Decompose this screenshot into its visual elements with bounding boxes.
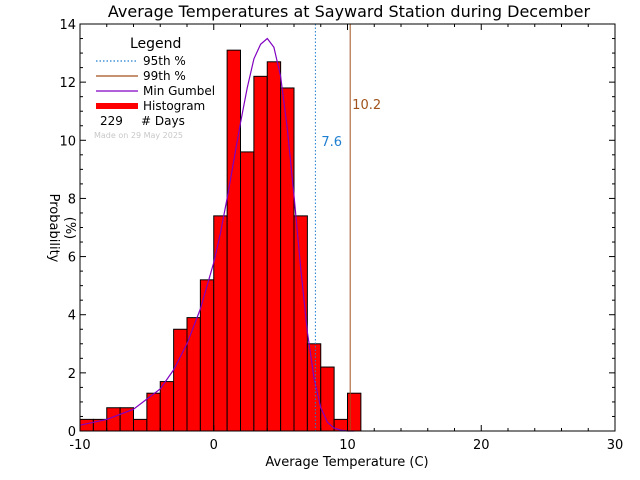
histogram-bar — [186, 317, 201, 432]
legend-label-gumbel: Min Gumbel — [143, 84, 215, 98]
chart-title: Average Temperatures at Sayward Station … — [108, 2, 591, 21]
y-tick-label: 6 — [68, 251, 76, 266]
histogram-bar — [106, 407, 121, 432]
legend-label-histogram: Histogram — [143, 99, 205, 113]
legend-label-99th: 99th % — [143, 69, 186, 83]
y-axis-label: Probability — [46, 194, 61, 263]
x-tick-label: -10 — [69, 438, 90, 453]
y-tick-label: 0 — [68, 425, 76, 440]
x-axis-label: Average Temperature (C) — [265, 455, 428, 470]
y-tick-label: 8 — [68, 192, 76, 207]
x-tick-label: 20 — [473, 438, 490, 453]
histogram-bar — [280, 87, 295, 432]
histogram-bar — [226, 49, 241, 432]
y-axis-unit: (%) — [62, 217, 77, 240]
percentile-lines — [314, 24, 351, 431]
legend: Legend 95th % 99th % Min Gumbel Histogra… — [96, 36, 215, 128]
legend-title: Legend — [130, 36, 181, 52]
x-tick-label: 10 — [339, 438, 356, 453]
histogram-bar — [146, 392, 161, 432]
histogram-bar — [306, 343, 322, 432]
legend-days-label: # Days — [141, 114, 185, 128]
legend-label-95th: 95th % — [143, 54, 186, 68]
y-tick-label: 4 — [68, 309, 76, 324]
histogram-bar — [240, 151, 255, 432]
y-tick-label: 10 — [59, 134, 76, 149]
p99-value-label: 10.2 — [352, 98, 381, 113]
x-axis-ticks: -10 0 10 20 30 — [69, 24, 623, 453]
histogram-bar — [347, 392, 362, 432]
y-tick-label: 2 — [68, 367, 76, 382]
watermark: Made on 29 May 2025 — [94, 131, 183, 140]
x-tick-label: 0 — [210, 438, 218, 453]
p95-value-label: 7.6 — [321, 135, 342, 150]
histogram-bar — [213, 215, 228, 432]
x-tick-label: 30 — [607, 438, 624, 453]
gumbel-curve — [79, 37, 355, 432]
histogram-bar — [159, 381, 175, 432]
histogram-bar — [266, 61, 282, 432]
y-tick-label: 12 — [59, 76, 76, 91]
y-tick-label: 14 — [59, 18, 76, 33]
legend-days-count: 229 — [100, 114, 123, 128]
histogram-bar — [293, 215, 308, 432]
histogram-bar — [253, 75, 268, 432]
y-axis-ticks: 0 2 4 6 8 10 12 14 — [59, 18, 615, 440]
histogram-bar — [133, 418, 148, 432]
histogram-bar — [173, 328, 188, 432]
gumbel-curve-layer — [79, 37, 355, 432]
